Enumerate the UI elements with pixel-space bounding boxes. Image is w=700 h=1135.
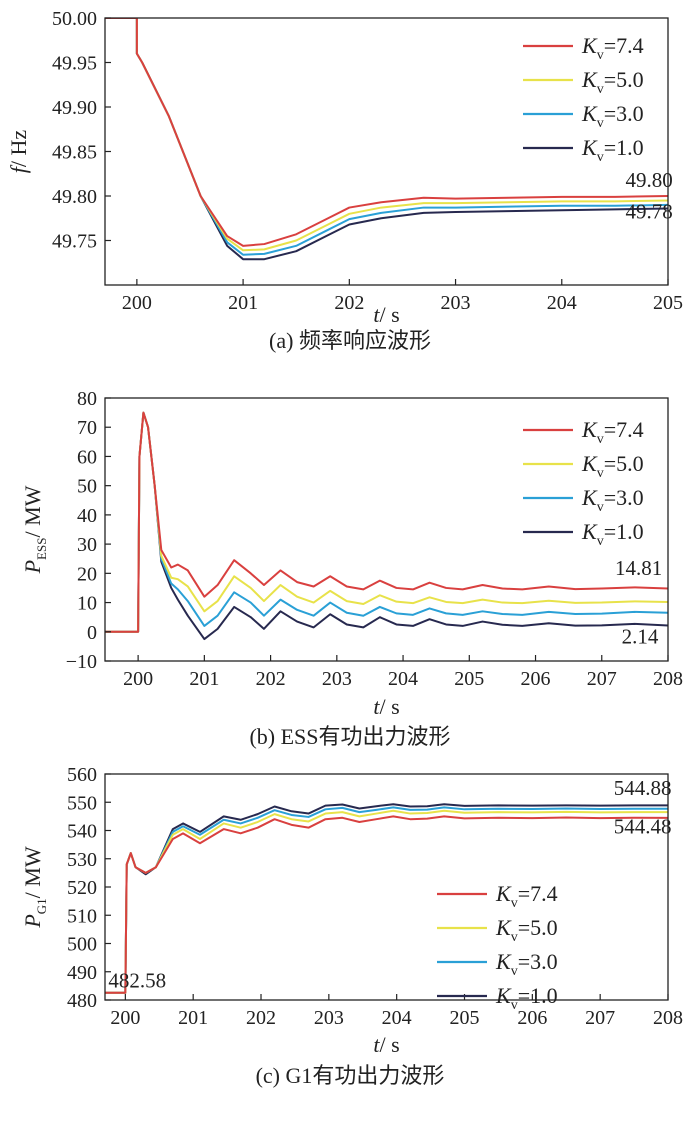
y-tick-label: 480 bbox=[67, 990, 97, 1012]
y-tick-label: 30 bbox=[77, 534, 97, 556]
x-axis-label: t/ s bbox=[373, 1032, 399, 1057]
x-tick-label: 204 bbox=[547, 292, 577, 314]
y-tick-label: 50.00 bbox=[52, 8, 97, 30]
chart-panel-c: 200 201 202 203 204 205 206 207 208 560 550 540 530 5… bbox=[20, 764, 683, 1088]
x-tick-label: 205 bbox=[450, 1007, 480, 1029]
legend-entry: Kv=1.0 bbox=[581, 135, 644, 165]
legend-entry: Kv=5.0 bbox=[495, 915, 558, 945]
y-tick-label: 490 bbox=[67, 962, 97, 984]
chart-panel-a: 200 201 202 203 204 205 50.00 49.95 49.90 49.85 49… bbox=[6, 8, 683, 353]
y-tick-label: 530 bbox=[67, 849, 97, 871]
x-tick-label: 208 bbox=[653, 668, 683, 690]
y-tick-label: 60 bbox=[77, 446, 97, 468]
value-annotation: 49.78 bbox=[626, 199, 673, 223]
x-tick-label: 207 bbox=[585, 1007, 615, 1029]
y-tick-label: 80 bbox=[77, 388, 97, 410]
x-tick-label: 202 bbox=[246, 1007, 276, 1029]
y-tick-label: 520 bbox=[67, 877, 97, 899]
y-axis-label: PESS/ MW bbox=[20, 485, 49, 574]
legend: Kv=7.4 Kv=5.0 Kv=3.0 Kv=1.0 bbox=[523, 417, 644, 549]
x-tick-label: 205 bbox=[653, 292, 683, 314]
legend-entry: Kv=1.0 bbox=[495, 983, 558, 1013]
x-tick-label: 206 bbox=[517, 1007, 547, 1029]
legend-entry: Kv=7.4 bbox=[495, 881, 558, 911]
y-tick-label: 550 bbox=[67, 792, 97, 814]
y-tick-label: 50 bbox=[77, 476, 97, 498]
figure-caption: (b) ESS有功出力波形 bbox=[249, 724, 450, 749]
y-tick-label: 560 bbox=[67, 764, 97, 786]
legend-entry: Kv=7.4 bbox=[581, 417, 644, 447]
value-annotation: 482.58 bbox=[108, 968, 166, 992]
x-tick-label: 201 bbox=[178, 1007, 208, 1029]
legend-entry: Kv=5.0 bbox=[581, 451, 644, 481]
x-tick-label: 203 bbox=[314, 1007, 344, 1029]
y-tick-label: 510 bbox=[67, 905, 97, 927]
x-tick-label: 203 bbox=[322, 668, 352, 690]
y-axis-label: PG1/ MW bbox=[20, 846, 49, 929]
y-tick-label: 49.90 bbox=[52, 97, 97, 119]
chart-panel-b: 200 201 202 203 204 205 206 207 2088070605040302… bbox=[20, 388, 683, 749]
y-tick-label: 20 bbox=[77, 563, 97, 585]
y-tick-label: 540 bbox=[67, 821, 97, 843]
x-tick-label: 200 bbox=[123, 668, 153, 690]
series-line-kv-7-4 bbox=[105, 18, 668, 247]
x-tick-label: 205 bbox=[454, 668, 484, 690]
y-tick-label: 10 bbox=[77, 593, 97, 615]
x-tick-label: 200 bbox=[122, 292, 152, 314]
x-tick-label: 202 bbox=[256, 668, 286, 690]
figure-caption: (a) 频率响应波形 bbox=[269, 328, 431, 353]
y-tick-label: 70 bbox=[77, 417, 97, 439]
value-annotation: 14.81 bbox=[615, 556, 662, 580]
y-axis-label: f/ Hz bbox=[6, 130, 31, 174]
x-tick-label: 201 bbox=[189, 668, 219, 690]
series-line-kv-7-4 bbox=[105, 815, 668, 994]
legend: Kv=7.4 Kv=5.0 Kv=3.0 Kv=1.0 bbox=[523, 33, 644, 165]
series-line-kv-3-0 bbox=[105, 806, 668, 994]
y-tick-label: 0 bbox=[87, 622, 97, 644]
value-annotation: 544.48 bbox=[614, 814, 672, 838]
legend-entry: Kv=3.0 bbox=[581, 485, 644, 515]
legend: Kv=7.4 Kv=5.0 Kv=3.0 Kv=1.0 bbox=[437, 881, 558, 1013]
value-annotation: 544.88 bbox=[614, 776, 672, 800]
y-tick-label: −10 bbox=[66, 651, 97, 673]
x-tick-label: 203 bbox=[441, 292, 471, 314]
x-tick-label: 204 bbox=[388, 668, 418, 690]
legend-entry: Kv=3.0 bbox=[495, 949, 558, 979]
x-tick-label: 208 bbox=[653, 1007, 683, 1029]
legend-entry: Kv=5.0 bbox=[581, 67, 644, 97]
x-tick-label: 200 bbox=[110, 1007, 140, 1029]
x-tick-label: 206 bbox=[521, 668, 551, 690]
x-axis-label: t/ s bbox=[373, 302, 399, 327]
y-tick-label: 49.80 bbox=[52, 186, 97, 208]
series-line-kv-1-0 bbox=[105, 803, 668, 994]
value-annotation: 2.14 bbox=[622, 624, 659, 648]
x-tick-label: 207 bbox=[587, 668, 617, 690]
y-tick-label: 500 bbox=[67, 934, 97, 956]
legend-entry: Kv=1.0 bbox=[581, 519, 644, 549]
figure-caption: (c) G1有功出力波形 bbox=[256, 1063, 445, 1088]
x-axis-label: t/ s bbox=[373, 694, 399, 719]
series-line-kv-7-4 bbox=[105, 411, 668, 633]
x-tick-label: 204 bbox=[382, 1007, 412, 1029]
x-tick-label: 202 bbox=[334, 292, 364, 314]
legend-entry: Kv=7.4 bbox=[581, 33, 644, 63]
x-tick-label: 201 bbox=[228, 292, 258, 314]
value-annotation: 49.80 bbox=[626, 168, 673, 192]
y-tick-label: 49.85 bbox=[52, 142, 97, 164]
y-tick-label: 40 bbox=[77, 505, 97, 527]
legend-entry: Kv=3.0 bbox=[581, 101, 644, 131]
y-tick-label: 49.75 bbox=[52, 231, 97, 253]
y-tick-label: 49.95 bbox=[52, 53, 97, 75]
plot-frame bbox=[104, 397, 669, 662]
